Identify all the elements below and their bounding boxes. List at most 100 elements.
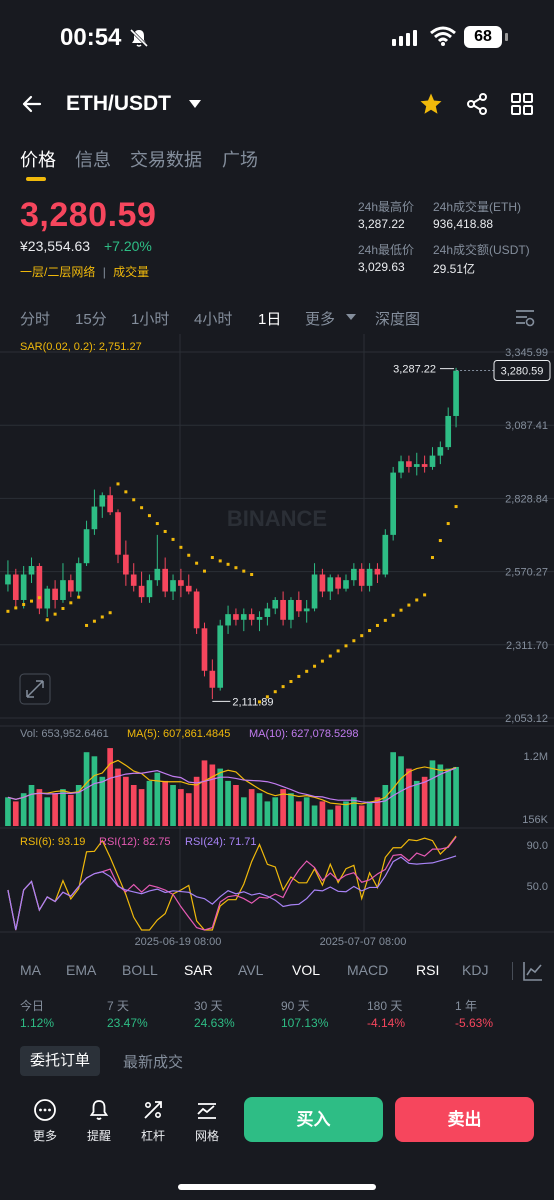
more-dots-icon[interactable] <box>33 1098 57 1122</box>
rsi12-line <box>7 836 457 931</box>
expand-button[interactable] <box>19 673 51 705</box>
candle-body <box>154 568 161 581</box>
ind-kdj[interactable]: KDJ <box>462 962 489 978</box>
ind-sar[interactable]: SAR <box>184 962 213 978</box>
tab-price[interactable]: 价格 <box>20 150 56 170</box>
tab-square[interactable]: 广场 <box>222 150 258 170</box>
sar-dot <box>234 566 238 570</box>
interval-line[interactable]: 分时 <box>20 311 51 328</box>
ind-avl[interactable]: AVL <box>238 962 264 978</box>
candle-body <box>264 608 271 617</box>
perf-period-value: -4.14% <box>367 1016 406 1030</box>
ind-boll[interactable]: BOLL <box>122 962 158 978</box>
sar-dot <box>375 623 379 627</box>
volume-bar <box>382 785 389 826</box>
sar-dot <box>446 522 450 526</box>
candle-body <box>178 580 184 586</box>
grid-label[interactable]: 网格 <box>194 1129 219 1143</box>
binance-watermark: BINANCE <box>227 506 327 531</box>
leverage-label[interactable]: 杠杆 <box>140 1129 165 1143</box>
vol-eth-value: 936,418.88 <box>433 217 494 231</box>
candle-body <box>217 625 224 688</box>
candle-body <box>429 455 436 467</box>
volume-bar <box>421 776 428 826</box>
perf-period-label: 90 天 <box>281 999 310 1013</box>
ind-vol[interactable]: VOL <box>292 962 321 978</box>
tab-info[interactable]: 信息 <box>75 150 111 170</box>
volume-bar <box>319 801 326 826</box>
sar-dot <box>344 644 348 648</box>
low-marker-text: 2,111.89 <box>232 696 273 708</box>
ind-macd[interactable]: MACD <box>347 962 389 978</box>
wifi-icon <box>430 26 456 46</box>
tab-trading-data[interactable]: 交易数据 <box>130 150 202 170</box>
ind-ema[interactable]: EMA <box>66 962 97 978</box>
pair-selector[interactable]: ETH/USDT <box>66 92 171 115</box>
interval-4h[interactable]: 4小时 <box>194 311 233 328</box>
volume-bar <box>99 776 106 826</box>
volume-bar <box>280 789 286 826</box>
sar-dot <box>171 537 175 541</box>
volume-bar <box>358 805 365 826</box>
interval-15m[interactable]: 15分 <box>75 311 107 328</box>
candle-body <box>366 568 373 586</box>
sar-dot <box>85 623 89 627</box>
chart-settings-icon[interactable] <box>514 306 536 328</box>
more-caret-icon[interactable] <box>346 313 356 321</box>
candle-body <box>382 534 389 575</box>
ind-rsi[interactable]: RSI <box>416 962 440 978</box>
indicator-settings-icon[interactable] <box>522 960 544 982</box>
sar-dot <box>320 659 324 663</box>
tab-open-orders[interactable]: 委托订单 <box>20 1046 100 1076</box>
sar-dot <box>258 700 262 704</box>
tab-latest-trades[interactable]: 最新成交 <box>123 1054 184 1071</box>
candle-body <box>288 599 294 620</box>
share-icon[interactable] <box>465 92 489 116</box>
sar-dot <box>6 609 10 613</box>
buy-button[interactable]: 买入 <box>244 1097 383 1142</box>
status-time: 00:54 <box>60 24 122 51</box>
high-label: 24h最高价 <box>358 200 415 214</box>
sar-dot <box>147 514 151 518</box>
perf-period-value: 23.47% <box>107 1016 148 1030</box>
volume-tag[interactable]: 成交量 <box>113 265 150 279</box>
layer-tag[interactable]: 一层/二层网络 <box>20 265 96 279</box>
caret-down-icon[interactable] <box>188 99 202 109</box>
cellular-signal-icon <box>392 30 417 46</box>
candle-body <box>185 585 192 592</box>
grid-trading-icon[interactable] <box>195 1098 219 1122</box>
volume-bar <box>413 780 420 826</box>
more-label[interactable]: 更多 <box>32 1129 57 1143</box>
bell-alert-icon[interactable] <box>87 1098 111 1122</box>
candle-body <box>390 472 397 535</box>
candle-body <box>319 574 326 592</box>
sar-dot <box>218 559 222 563</box>
candle-body <box>445 415 452 448</box>
interval-1h[interactable]: 1小时 <box>131 311 170 328</box>
candle-body <box>374 568 381 575</box>
candle-body <box>83 529 90 564</box>
sar-dot <box>383 618 387 622</box>
alert-label[interactable]: 提醒 <box>86 1129 111 1143</box>
ind-ma[interactable]: MA <box>20 962 41 978</box>
candle-body <box>115 512 121 555</box>
sar-dot <box>202 569 206 573</box>
interval-more[interactable]: 更多 <box>305 311 336 328</box>
sar-dot <box>305 669 309 673</box>
candle-body <box>107 495 113 513</box>
sar-dot <box>179 545 183 549</box>
back-arrow-icon[interactable] <box>20 92 44 116</box>
sar-dot <box>423 593 427 597</box>
vol-usdt-value: 29.51亿 <box>433 262 476 276</box>
grid-layout-icon[interactable] <box>510 92 534 116</box>
candle-body <box>421 464 428 467</box>
star-favorite-icon[interactable] <box>419 92 443 116</box>
interval-1d[interactable]: 1日 <box>258 311 282 328</box>
volume-bar <box>366 801 373 826</box>
leverage-icon[interactable] <box>141 1098 165 1122</box>
depth-chart-tab[interactable]: 深度图 <box>375 311 421 328</box>
sell-button[interactable]: 卖出 <box>395 1097 534 1142</box>
kline-chart[interactable]: BINANCE 3,345.99 3,087.41 2,828.84 2,570.27… <box>0 334 554 950</box>
sar-dot <box>37 596 41 600</box>
volume-bars: 1.2M 156K <box>5 748 549 826</box>
